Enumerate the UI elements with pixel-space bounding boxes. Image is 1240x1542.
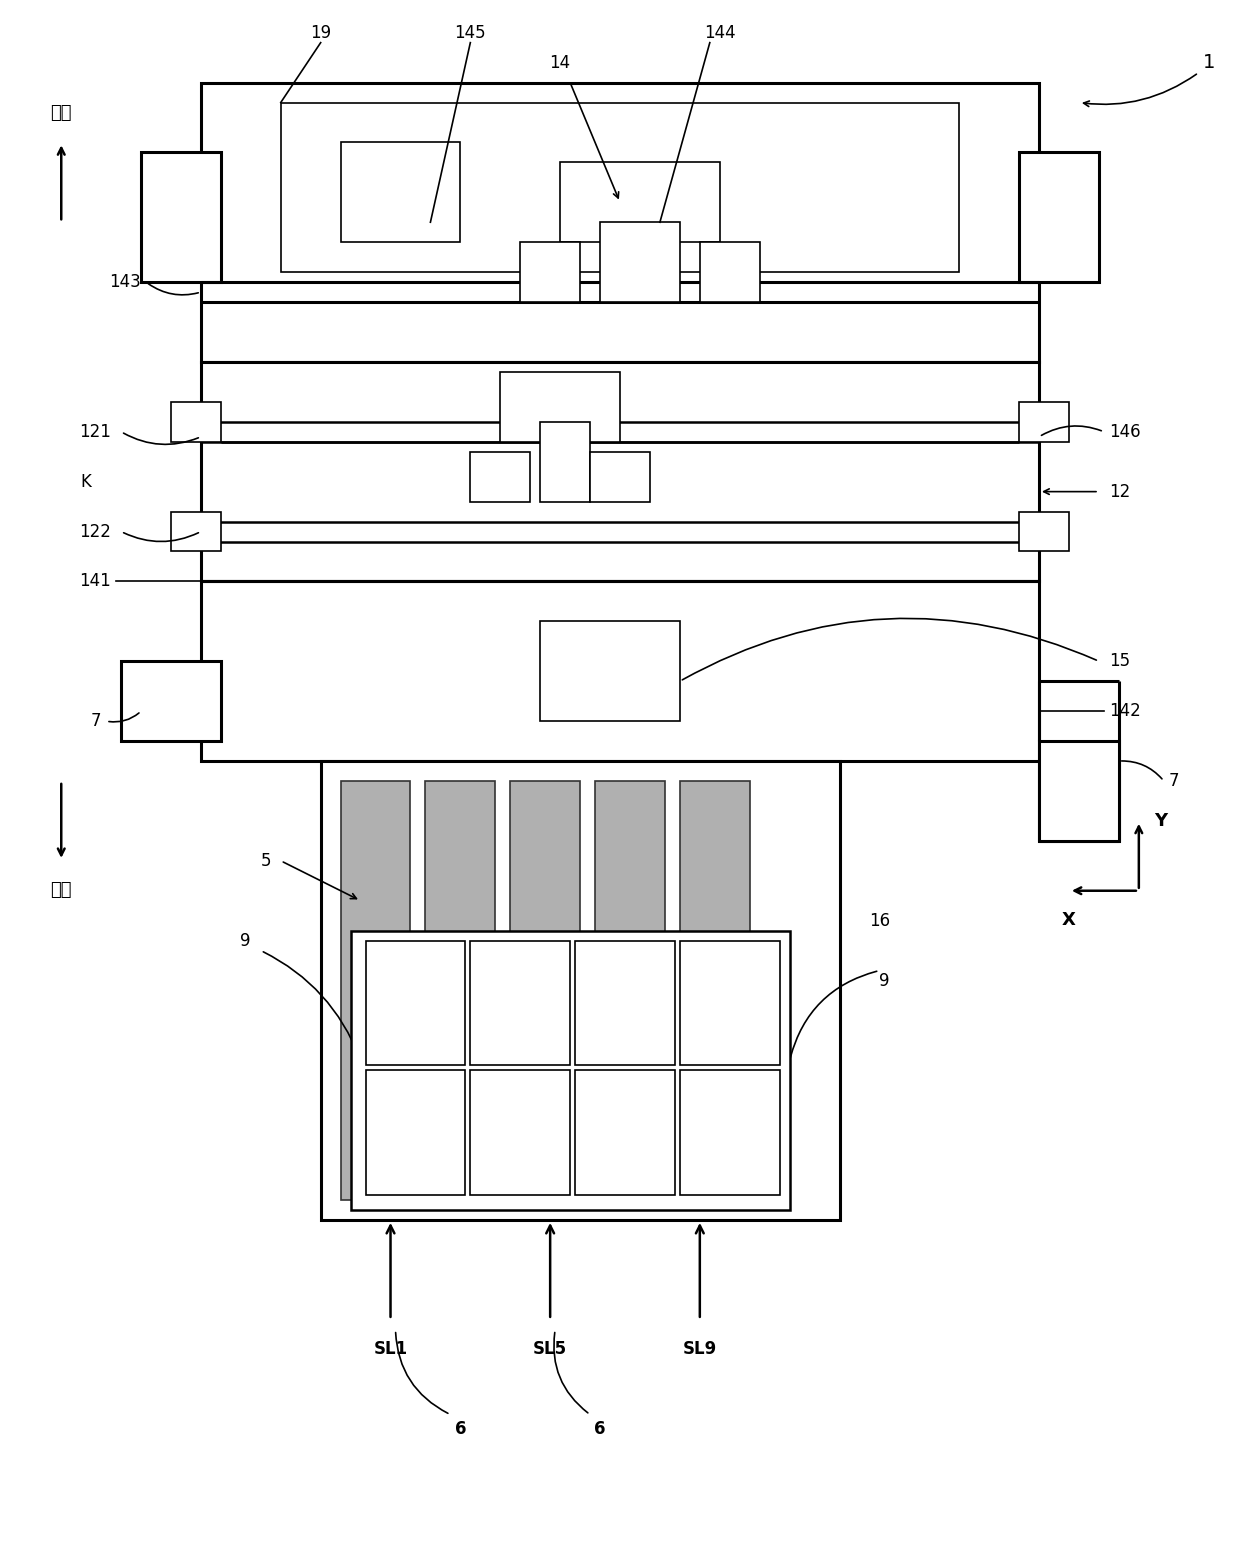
Text: 146: 146	[1109, 423, 1141, 441]
Bar	[600, 222, 680, 302]
Text: 9: 9	[879, 971, 890, 990]
Bar	[201, 581, 1039, 762]
Bar	[171, 512, 221, 552]
Bar	[341, 780, 410, 1200]
Text: 141: 141	[79, 572, 112, 591]
Bar	[575, 1070, 675, 1195]
Text: 15: 15	[1109, 652, 1130, 671]
Bar	[470, 452, 531, 501]
Text: 6: 6	[594, 1420, 606, 1437]
Text: 5: 5	[260, 851, 270, 870]
Bar	[510, 780, 580, 1200]
Bar	[1039, 742, 1118, 840]
Bar	[541, 423, 590, 501]
Text: SL5: SL5	[533, 1340, 567, 1357]
Bar	[122, 662, 221, 742]
Bar	[351, 931, 790, 1210]
Bar	[699, 242, 760, 302]
Text: 6: 6	[455, 1420, 466, 1437]
Bar	[321, 762, 839, 1220]
Bar	[425, 780, 495, 1200]
Bar	[366, 941, 465, 1066]
Bar	[201, 83, 1039, 362]
Text: Y: Y	[1153, 813, 1167, 830]
Text: 7: 7	[1169, 773, 1179, 790]
Bar	[500, 372, 620, 441]
Bar	[680, 1070, 780, 1195]
Text: K: K	[81, 473, 92, 490]
Bar	[575, 941, 675, 1066]
Text: 7: 7	[91, 712, 102, 729]
Text: 1: 1	[1203, 52, 1215, 72]
Text: 14: 14	[549, 54, 570, 71]
Bar	[595, 780, 665, 1200]
Bar	[1019, 402, 1069, 441]
Bar	[1019, 512, 1069, 552]
Bar	[470, 1070, 570, 1195]
Text: 144: 144	[704, 23, 735, 42]
Text: 16: 16	[869, 911, 890, 930]
Bar	[680, 941, 780, 1066]
Text: 121: 121	[79, 423, 112, 441]
Text: 9: 9	[241, 931, 250, 950]
Text: 145: 145	[455, 23, 486, 42]
Bar	[590, 452, 650, 501]
Bar	[280, 102, 960, 271]
Bar	[1019, 153, 1099, 282]
Bar	[366, 1070, 465, 1195]
Text: 前方: 前方	[51, 105, 72, 122]
Text: 122: 122	[79, 523, 112, 541]
Text: 142: 142	[1109, 702, 1141, 720]
Text: 19: 19	[310, 23, 331, 42]
Text: 143: 143	[109, 273, 141, 291]
Text: 12: 12	[1109, 483, 1130, 501]
Bar	[141, 153, 221, 282]
Bar	[341, 142, 460, 242]
Bar	[541, 621, 680, 722]
Text: SL9: SL9	[683, 1340, 717, 1357]
Text: SL1: SL1	[373, 1340, 408, 1357]
Bar	[560, 162, 719, 242]
Bar	[680, 780, 750, 1200]
Bar	[521, 242, 580, 302]
Text: 后方: 后方	[51, 880, 72, 899]
Text: X: X	[1061, 911, 1076, 928]
Bar	[171, 402, 221, 441]
Bar	[201, 362, 1039, 581]
Bar	[470, 941, 570, 1066]
